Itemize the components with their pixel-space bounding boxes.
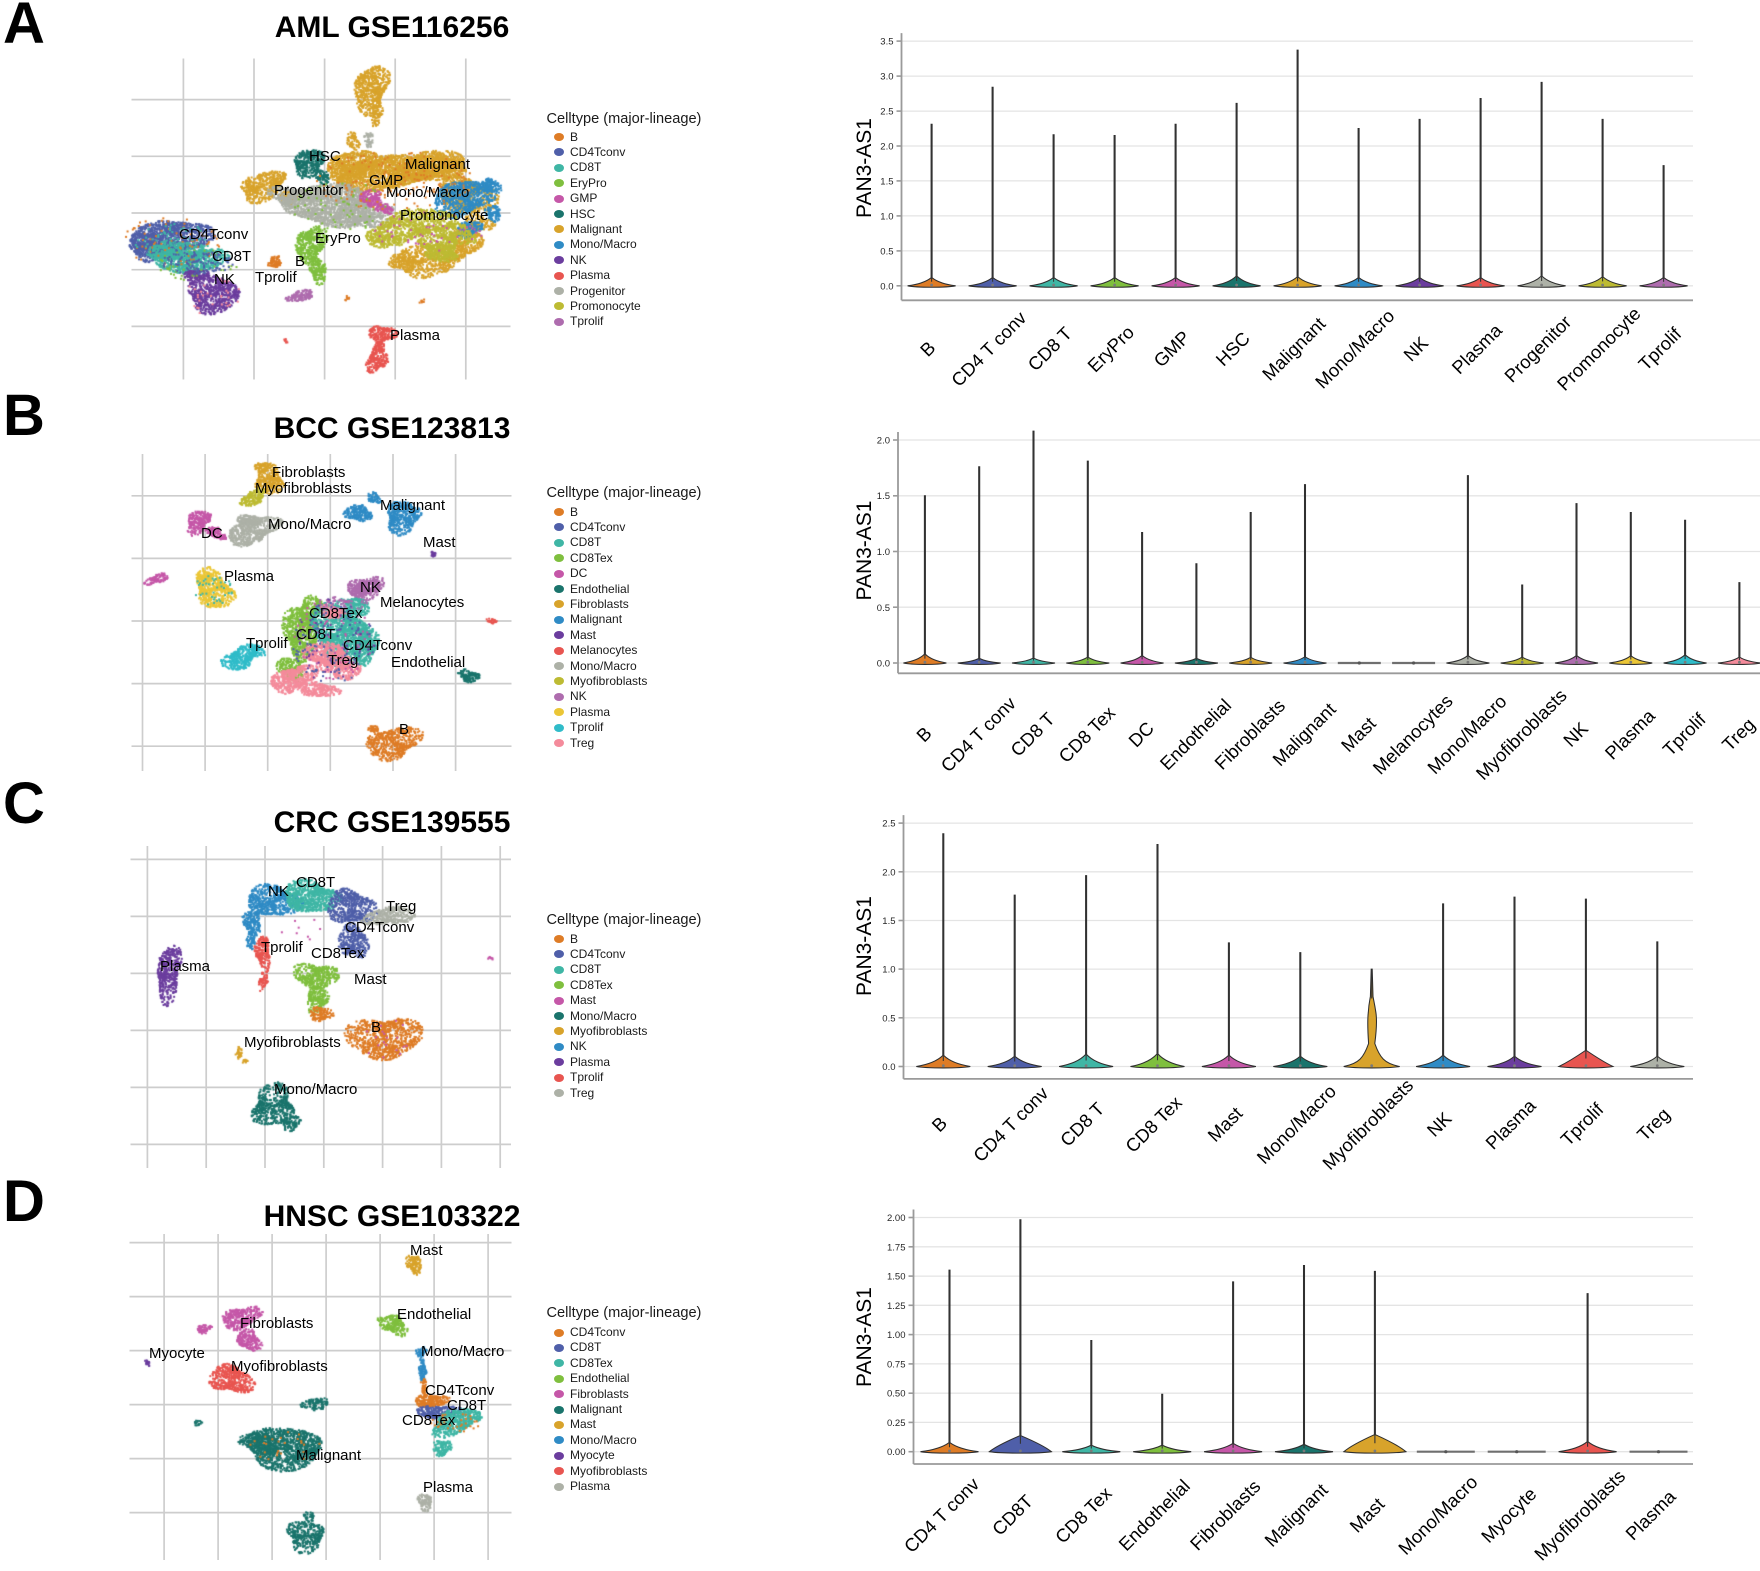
svg-text:HSC: HSC <box>1211 328 1253 370</box>
svg-text:PAN3-AS1: PAN3-AS1 <box>853 118 876 218</box>
svg-text:2.0: 2.0 <box>882 867 895 878</box>
svg-text:Plasma: Plasma <box>1447 319 1506 378</box>
svg-text:Endothelial: Endothelial <box>1114 1475 1194 1555</box>
svg-text:1.5: 1.5 <box>877 491 890 502</box>
svg-text:NK: NK <box>1559 717 1592 750</box>
svg-text:2.0: 2.0 <box>880 142 893 153</box>
svg-text:0.5: 0.5 <box>877 603 890 614</box>
svg-text:CD8 Tex: CD8 Tex <box>1051 1482 1116 1547</box>
svg-text:0.75: 0.75 <box>887 1359 906 1370</box>
svg-text:Tprolif: Tprolif <box>1634 323 1686 375</box>
svg-text:PAN3-AS1: PAN3-AS1 <box>853 1287 876 1387</box>
svg-text:0.25: 0.25 <box>887 1418 906 1429</box>
svg-text:CD8T: CD8T <box>988 1490 1037 1539</box>
svg-text:1.5: 1.5 <box>882 916 895 927</box>
svg-text:CD8 Tex: CD8 Tex <box>1054 701 1119 766</box>
svg-text:1.25: 1.25 <box>887 1301 906 1312</box>
svg-text:NK: NK <box>1423 1107 1456 1140</box>
svg-text:1.50: 1.50 <box>887 1272 906 1283</box>
svg-text:CD4 T conv: CD4 T conv <box>947 307 1031 391</box>
svg-text:Myofibroblasts: Myofibroblasts <box>1530 1465 1629 1564</box>
svg-text:CD4 T conv: CD4 T conv <box>900 1473 984 1557</box>
svg-text:0.0: 0.0 <box>882 1062 895 1073</box>
svg-text:B: B <box>916 337 940 361</box>
svg-text:1.75: 1.75 <box>887 1242 906 1253</box>
svg-text:Mast: Mast <box>1345 1493 1388 1536</box>
svg-text:0.0: 0.0 <box>880 281 893 292</box>
svg-text:0.00: 0.00 <box>887 1447 906 1458</box>
svg-text:Treg: Treg <box>1633 1104 1674 1145</box>
svg-text:0.50: 0.50 <box>887 1389 906 1400</box>
svg-text:CD8 T: CD8 T <box>1006 708 1058 760</box>
svg-text:2.0: 2.0 <box>877 436 890 447</box>
svg-text:Mast: Mast <box>1337 713 1380 756</box>
svg-text:1.00: 1.00 <box>887 1330 906 1341</box>
svg-text:Plasma: Plasma <box>1601 705 1660 764</box>
svg-text:1.0: 1.0 <box>877 547 890 558</box>
svg-text:1.5: 1.5 <box>880 176 893 187</box>
svg-text:1.0: 1.0 <box>882 965 895 976</box>
svg-text:Mono/Macro: Mono/Macro <box>1394 1471 1482 1559</box>
svg-text:Treg: Treg <box>1718 714 1759 755</box>
svg-text:CD4 T conv: CD4 T conv <box>969 1082 1053 1166</box>
svg-text:NK: NK <box>1399 332 1432 365</box>
svg-text:Myocyte: Myocyte <box>1477 1483 1541 1547</box>
svg-text:2.5: 2.5 <box>882 819 895 830</box>
svg-text:Mono/Macro: Mono/Macro <box>1311 305 1399 393</box>
svg-text:PAN3-AS1: PAN3-AS1 <box>853 896 876 996</box>
svg-text:Malignant: Malignant <box>1260 1479 1332 1551</box>
svg-text:B: B <box>928 1112 952 1136</box>
svg-text:Tprolif: Tprolif <box>1556 1098 1608 1150</box>
svg-text:Plasma: Plasma <box>1481 1094 1540 1153</box>
svg-text:Mast: Mast <box>1203 1103 1246 1146</box>
svg-text:1.0: 1.0 <box>880 211 893 222</box>
svg-text:Promonocyte: Promonocyte <box>1553 303 1645 395</box>
svg-text:3.0: 3.0 <box>880 72 893 83</box>
svg-text:B: B <box>912 723 936 747</box>
svg-text:CD8 T: CD8 T <box>1023 323 1075 375</box>
svg-text:2.5: 2.5 <box>880 107 893 118</box>
svg-text:2.00: 2.00 <box>887 1213 906 1224</box>
svg-text:0.5: 0.5 <box>882 1013 895 1024</box>
svg-text:3.5: 3.5 <box>880 37 893 48</box>
svg-text:EryPro: EryPro <box>1083 321 1138 376</box>
svg-text:CD8 T: CD8 T <box>1056 1098 1108 1150</box>
svg-text:0.0: 0.0 <box>877 659 890 670</box>
svg-text:Plasma: Plasma <box>1621 1485 1680 1544</box>
svg-text:CD4 T conv: CD4 T conv <box>936 692 1020 776</box>
svg-text:Fibroblasts: Fibroblasts <box>1186 1476 1265 1555</box>
svg-text:PAN3-AS1: PAN3-AS1 <box>853 501 876 601</box>
svg-text:DC: DC <box>1124 717 1158 751</box>
svg-text:GMP: GMP <box>1149 326 1194 371</box>
svg-text:Tprolif: Tprolif <box>1659 708 1711 760</box>
svg-text:0.5: 0.5 <box>880 246 893 257</box>
svg-text:CD8 Tex: CD8 Tex <box>1121 1091 1186 1156</box>
